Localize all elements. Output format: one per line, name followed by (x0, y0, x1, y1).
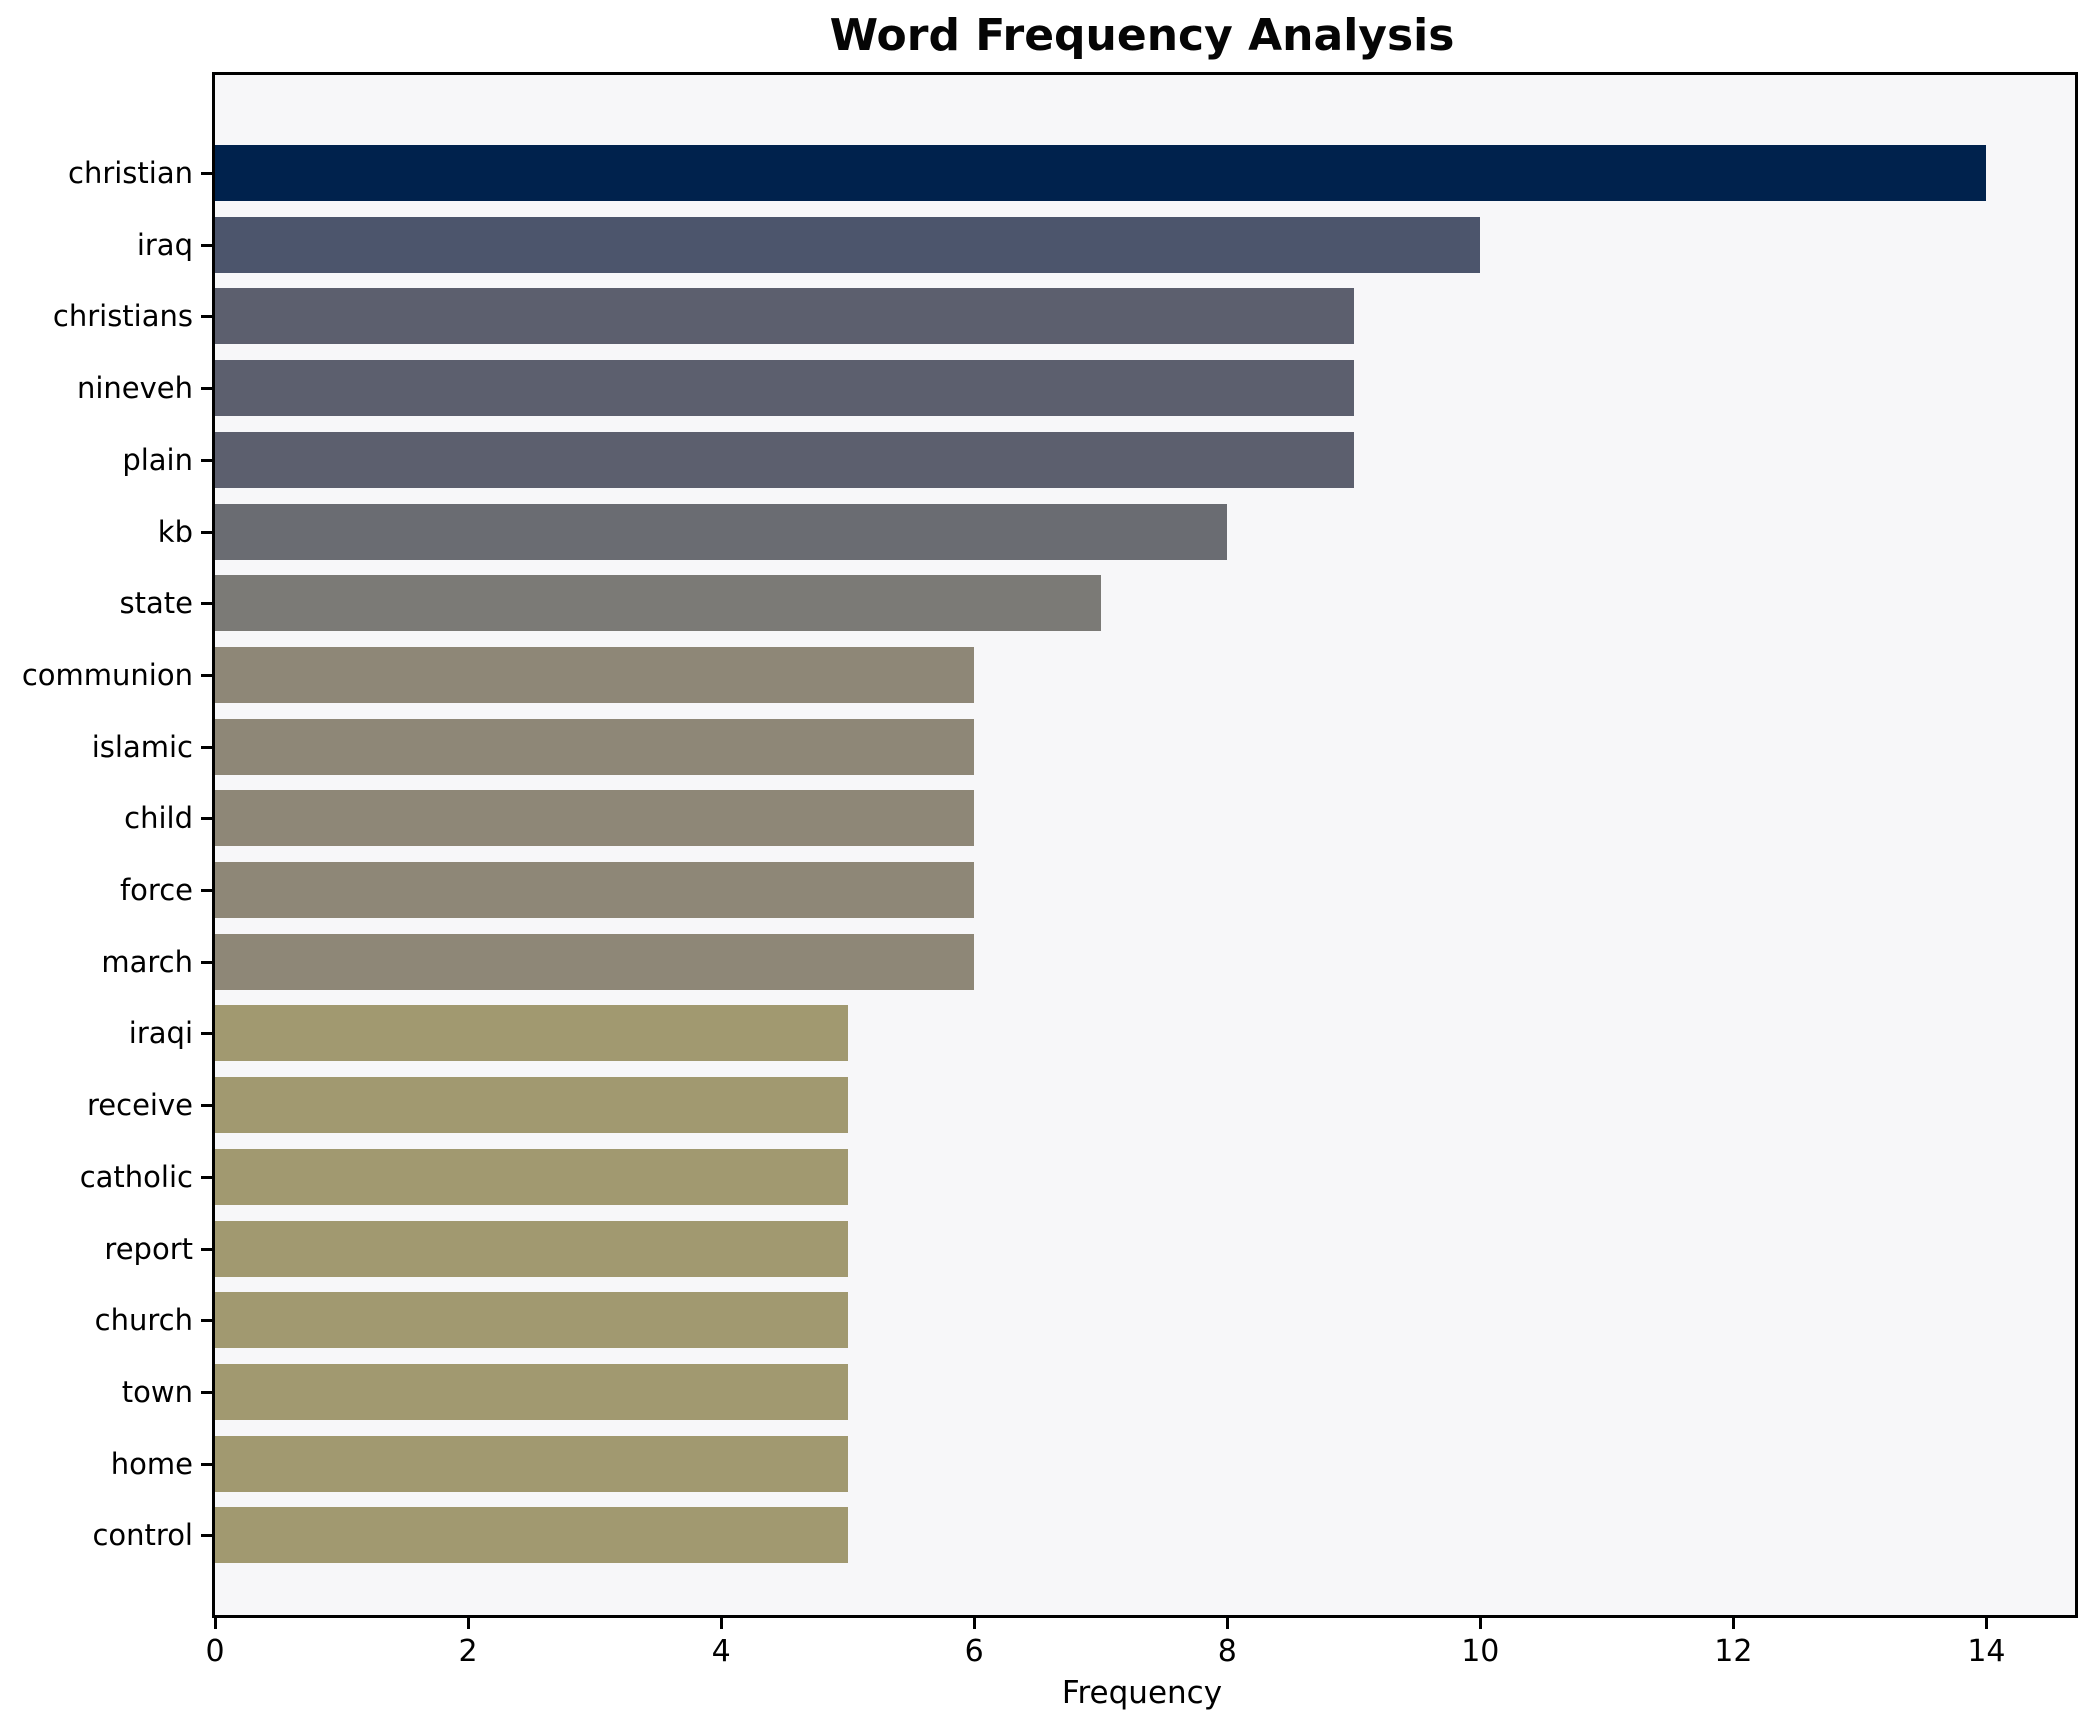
y-tick-label-child: child (124, 801, 193, 836)
y-tick-mark (201, 889, 212, 892)
x-tick-mark (1732, 1618, 1736, 1629)
y-tick-mark (201, 960, 212, 964)
y-tick-mark (201, 817, 212, 821)
y-tick-mark (201, 243, 212, 247)
x-tick-mark (214, 1618, 217, 1629)
y-tick-label-christians: christians (52, 299, 193, 334)
y-tick-mark (201, 387, 212, 391)
y-tick-label-plain: plain (122, 442, 193, 477)
x-tick-mark (720, 1618, 724, 1629)
bar-receive (215, 1077, 848, 1134)
x-tick-label-14: 14 (1967, 1634, 2006, 1669)
x-tick-mark (1226, 1618, 1230, 1629)
y-tick-label-communion: communion (21, 657, 193, 692)
bar-plain (215, 431, 1354, 488)
y-tick-mark (201, 1319, 212, 1323)
y-tick-label-catholic: catholic (79, 1159, 193, 1194)
bar-islamic (215, 718, 975, 775)
y-tick-label-town: town (121, 1374, 193, 1409)
bar-christians (215, 288, 1354, 345)
bar-nineveh (215, 360, 1354, 417)
y-tick-mark (201, 673, 212, 677)
y-tick-mark (201, 530, 212, 534)
y-tick-label-march: march (101, 944, 193, 979)
bar-control (215, 1507, 848, 1564)
x-tick-label-10: 10 (1461, 1634, 1500, 1669)
bar-march (215, 933, 975, 990)
y-tick-mark (201, 172, 212, 175)
y-tick-mark (201, 1104, 212, 1108)
y-tick-mark (201, 745, 212, 749)
y-tick-label-nineveh: nineveh (76, 371, 193, 406)
y-tick-label-force: force (119, 873, 193, 907)
y-tick-label-islamic: islamic (91, 729, 193, 764)
y-tick-mark (201, 1175, 212, 1179)
bar-iraq (215, 216, 1481, 273)
y-tick-label-christian: christian (68, 156, 193, 190)
y-tick-label-church: church (94, 1303, 193, 1338)
bar-communion (215, 646, 975, 703)
bar-iraqi (215, 1005, 848, 1062)
x-tick-mark (1985, 1618, 1989, 1629)
y-tick-label-iraqi: iraqi (128, 1016, 193, 1051)
x-tick-label-2: 2 (458, 1634, 478, 1669)
y-tick-mark (201, 458, 212, 462)
y-tick-label-home: home (110, 1446, 193, 1481)
x-tick-label-12: 12 (1714, 1634, 1753, 1669)
x-tick-mark (973, 1618, 977, 1629)
plot-area (212, 72, 2078, 1618)
chart-title: Word Frequency Analysis (829, 10, 1455, 61)
y-tick-mark (201, 1462, 212, 1466)
y-tick-label-report: report (104, 1231, 193, 1266)
y-tick-mark (201, 1534, 212, 1538)
x-tick-label-4: 4 (711, 1634, 731, 1669)
y-tick-mark (201, 602, 212, 606)
y-tick-label-kb: kb (157, 514, 193, 549)
bar-kb (215, 503, 1228, 560)
x-tick-mark (467, 1618, 471, 1629)
x-axis-label: Frequency (1061, 1675, 1223, 1711)
bar-church (215, 1292, 848, 1349)
y-tick-label-receive: receive (87, 1088, 193, 1123)
x-tick-label-6: 6 (964, 1634, 984, 1669)
y-tick-label-iraq: iraq (136, 227, 193, 262)
x-tick-mark (1479, 1618, 1483, 1629)
bar-town (215, 1363, 848, 1420)
x-tick-label-8: 8 (1217, 1634, 1237, 1669)
y-tick-label-control: control (92, 1518, 193, 1553)
bar-child (215, 790, 975, 847)
bar-force (215, 862, 975, 918)
bar-report (215, 1220, 848, 1277)
x-tick-label-0: 0 (205, 1634, 225, 1669)
y-tick-mark (201, 1247, 212, 1251)
y-tick-mark (201, 1032, 212, 1036)
bar-state (215, 575, 1101, 632)
bar-home (215, 1435, 848, 1492)
y-tick-label-state: state (119, 586, 193, 621)
bar-christian (215, 145, 1987, 201)
y-tick-mark (201, 1390, 212, 1394)
y-tick-mark (201, 315, 212, 319)
bar-catholic (215, 1148, 848, 1205)
